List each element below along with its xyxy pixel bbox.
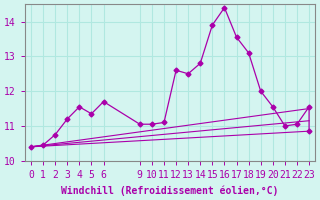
X-axis label: Windchill (Refroidissement éolien,°C): Windchill (Refroidissement éolien,°C) bbox=[61, 185, 279, 196]
